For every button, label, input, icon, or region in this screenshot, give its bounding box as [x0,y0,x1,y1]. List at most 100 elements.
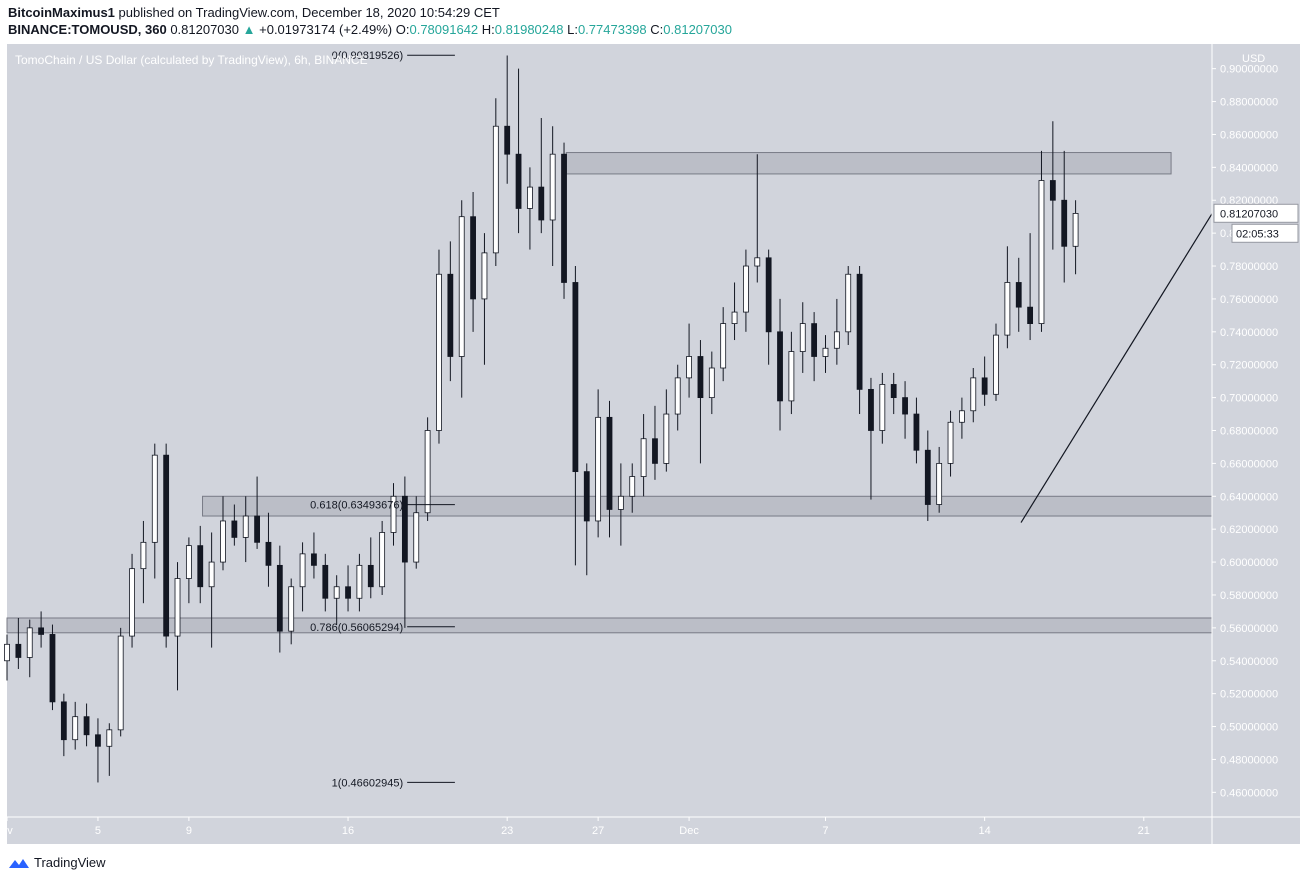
candle-body[interactable] [367,564,374,588]
candle-body[interactable] [697,356,704,399]
candle-body[interactable] [129,568,135,637]
candle-body[interactable] [140,541,147,570]
candle-body[interactable] [38,627,45,635]
candle-body[interactable] [60,701,67,741]
candle-body[interactable] [95,734,101,747]
candle-body[interactable] [527,186,533,209]
candle-body[interactable] [424,430,431,514]
time-axis[interactable] [7,817,1300,844]
candle-body[interactable] [731,311,738,324]
candle-body[interactable] [617,495,624,510]
candle-body[interactable] [538,186,545,221]
candle-body[interactable] [924,449,931,505]
candle-body[interactable] [436,273,442,431]
candle-body[interactable] [208,561,215,588]
ascending-trendline[interactable] [1020,194,1224,523]
candle-body[interactable] [868,388,874,431]
horizontal-zone[interactable] [565,152,1172,175]
candle-body[interactable] [163,454,170,637]
candle-body[interactable] [470,216,476,300]
candle-body[interactable] [390,495,397,533]
candle-body[interactable] [811,323,818,357]
candle-body[interactable] [379,532,386,588]
candle-body[interactable] [401,495,408,563]
candle-body[interactable] [458,216,465,357]
candle-body[interactable] [708,367,715,399]
candle-body[interactable] [720,323,727,369]
candle-body[interactable] [1027,306,1034,324]
candle-body[interactable] [765,257,772,333]
candle-body[interactable] [1049,180,1056,201]
candle-body[interactable] [356,564,363,599]
candle-body[interactable] [606,416,613,510]
candle-body[interactable] [197,545,204,588]
candle-body[interactable] [515,153,522,209]
candle-body[interactable] [276,564,283,632]
candle-body[interactable] [504,125,511,155]
candle-body[interactable] [1038,180,1045,324]
candle-body[interactable] [288,586,295,632]
candle-body[interactable] [595,416,602,522]
candle-body[interactable] [1015,282,1022,308]
candle-body[interactable] [777,331,783,402]
candle-body[interactable] [652,438,658,464]
candle-body[interactable] [822,347,829,357]
last-price-tag[interactable] [1213,203,1299,223]
candle-body[interactable] [15,643,22,658]
candle-body[interactable] [993,334,999,395]
candle-body[interactable] [890,384,897,399]
candle-body[interactable] [413,512,420,563]
candle-body[interactable] [231,520,238,538]
candle-body[interactable] [106,729,113,747]
candle-body[interactable] [117,635,124,731]
candle-body[interactable] [674,377,681,415]
candle-body[interactable] [220,520,226,563]
candle-body[interactable] [299,553,306,588]
candle-body[interactable] [1072,213,1079,247]
author-name[interactable]: BitcoinMaximus1 [8,5,115,20]
candle-body[interactable] [72,716,79,741]
candle-body[interactable] [913,413,920,451]
candle-body[interactable] [26,627,33,658]
candle-body[interactable] [322,564,329,599]
candle-body[interactable] [4,643,10,662]
horizontal-zone[interactable] [6,617,1213,634]
candle-body[interactable] [879,384,886,431]
candle-body[interactable] [754,257,761,267]
candle-body[interactable] [959,410,965,423]
candle-body[interactable] [549,153,556,221]
candle-body[interactable] [572,282,579,473]
candle-body[interactable] [629,476,636,497]
candle-body[interactable] [902,397,908,415]
price-axis[interactable] [1212,44,1300,817]
candle-body[interactable] [981,377,988,395]
candle-body[interactable] [743,265,749,313]
candle-body[interactable] [185,545,192,579]
candle-body[interactable] [345,586,351,599]
tradingview-footer[interactable]: TradingView [8,855,106,870]
candle-body[interactable] [856,273,863,390]
candle-body[interactable] [311,553,317,566]
candle-body[interactable] [254,515,260,543]
candle-body[interactable] [492,125,499,254]
candle-body[interactable] [583,471,590,522]
candle-body[interactable] [265,541,272,566]
candle-body[interactable] [799,323,806,352]
candle-body[interactable] [970,377,977,412]
candle-body[interactable] [936,462,943,505]
candle-body[interactable] [947,421,954,464]
candle-body[interactable] [174,578,181,637]
candle-body[interactable] [242,515,249,538]
candle-body[interactable] [788,351,795,402]
candle-body[interactable] [151,454,158,543]
candle-body[interactable] [1061,199,1068,247]
candle-body[interactable] [1004,282,1011,336]
candle-body[interactable] [686,356,692,379]
candle-body[interactable] [333,586,340,599]
candle-body[interactable] [561,153,567,283]
candle-body[interactable] [640,438,647,477]
candle-body[interactable] [833,331,840,349]
candle-body[interactable] [845,273,852,333]
candle-body[interactable] [49,634,56,703]
